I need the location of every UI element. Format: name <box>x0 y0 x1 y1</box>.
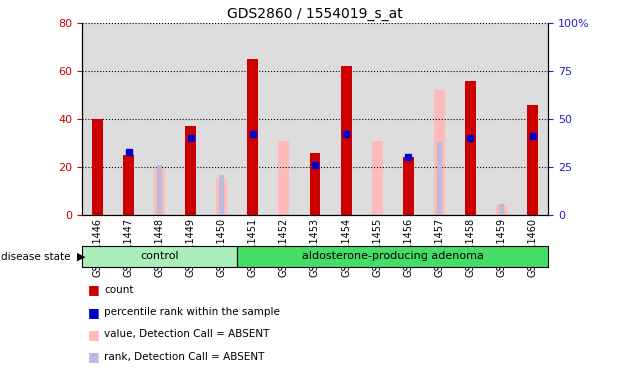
Text: count: count <box>104 285 134 295</box>
Text: control: control <box>140 251 179 262</box>
Bar <box>92 119 103 215</box>
Title: GDS2860 / 1554019_s_at: GDS2860 / 1554019_s_at <box>227 7 403 21</box>
Bar <box>403 157 414 215</box>
Bar <box>154 169 165 215</box>
Text: rank, Detection Call = ABSENT: rank, Detection Call = ABSENT <box>104 352 265 362</box>
Bar <box>185 126 196 215</box>
Bar <box>465 81 476 215</box>
Text: ▶: ▶ <box>77 252 85 262</box>
Bar <box>496 205 507 215</box>
Bar <box>278 141 289 215</box>
Bar <box>341 66 352 215</box>
Bar <box>82 246 238 267</box>
Bar <box>157 165 162 215</box>
Bar <box>248 59 258 215</box>
Text: ■: ■ <box>88 306 100 319</box>
Bar <box>527 104 538 215</box>
Bar <box>499 204 504 215</box>
Bar <box>434 90 445 215</box>
Bar <box>123 155 134 215</box>
Text: ■: ■ <box>88 350 100 363</box>
Bar <box>309 152 321 215</box>
Text: aldosterone-producing adenoma: aldosterone-producing adenoma <box>302 251 484 262</box>
Text: value, Detection Call = ABSENT: value, Detection Call = ABSENT <box>104 329 270 339</box>
Text: ■: ■ <box>88 283 100 296</box>
Bar <box>437 142 442 215</box>
Bar <box>219 175 224 215</box>
Text: percentile rank within the sample: percentile rank within the sample <box>104 307 280 317</box>
Text: ■: ■ <box>88 328 100 341</box>
Bar <box>238 246 548 267</box>
Text: disease state: disease state <box>1 252 71 262</box>
Bar <box>372 141 382 215</box>
Bar <box>216 179 227 215</box>
